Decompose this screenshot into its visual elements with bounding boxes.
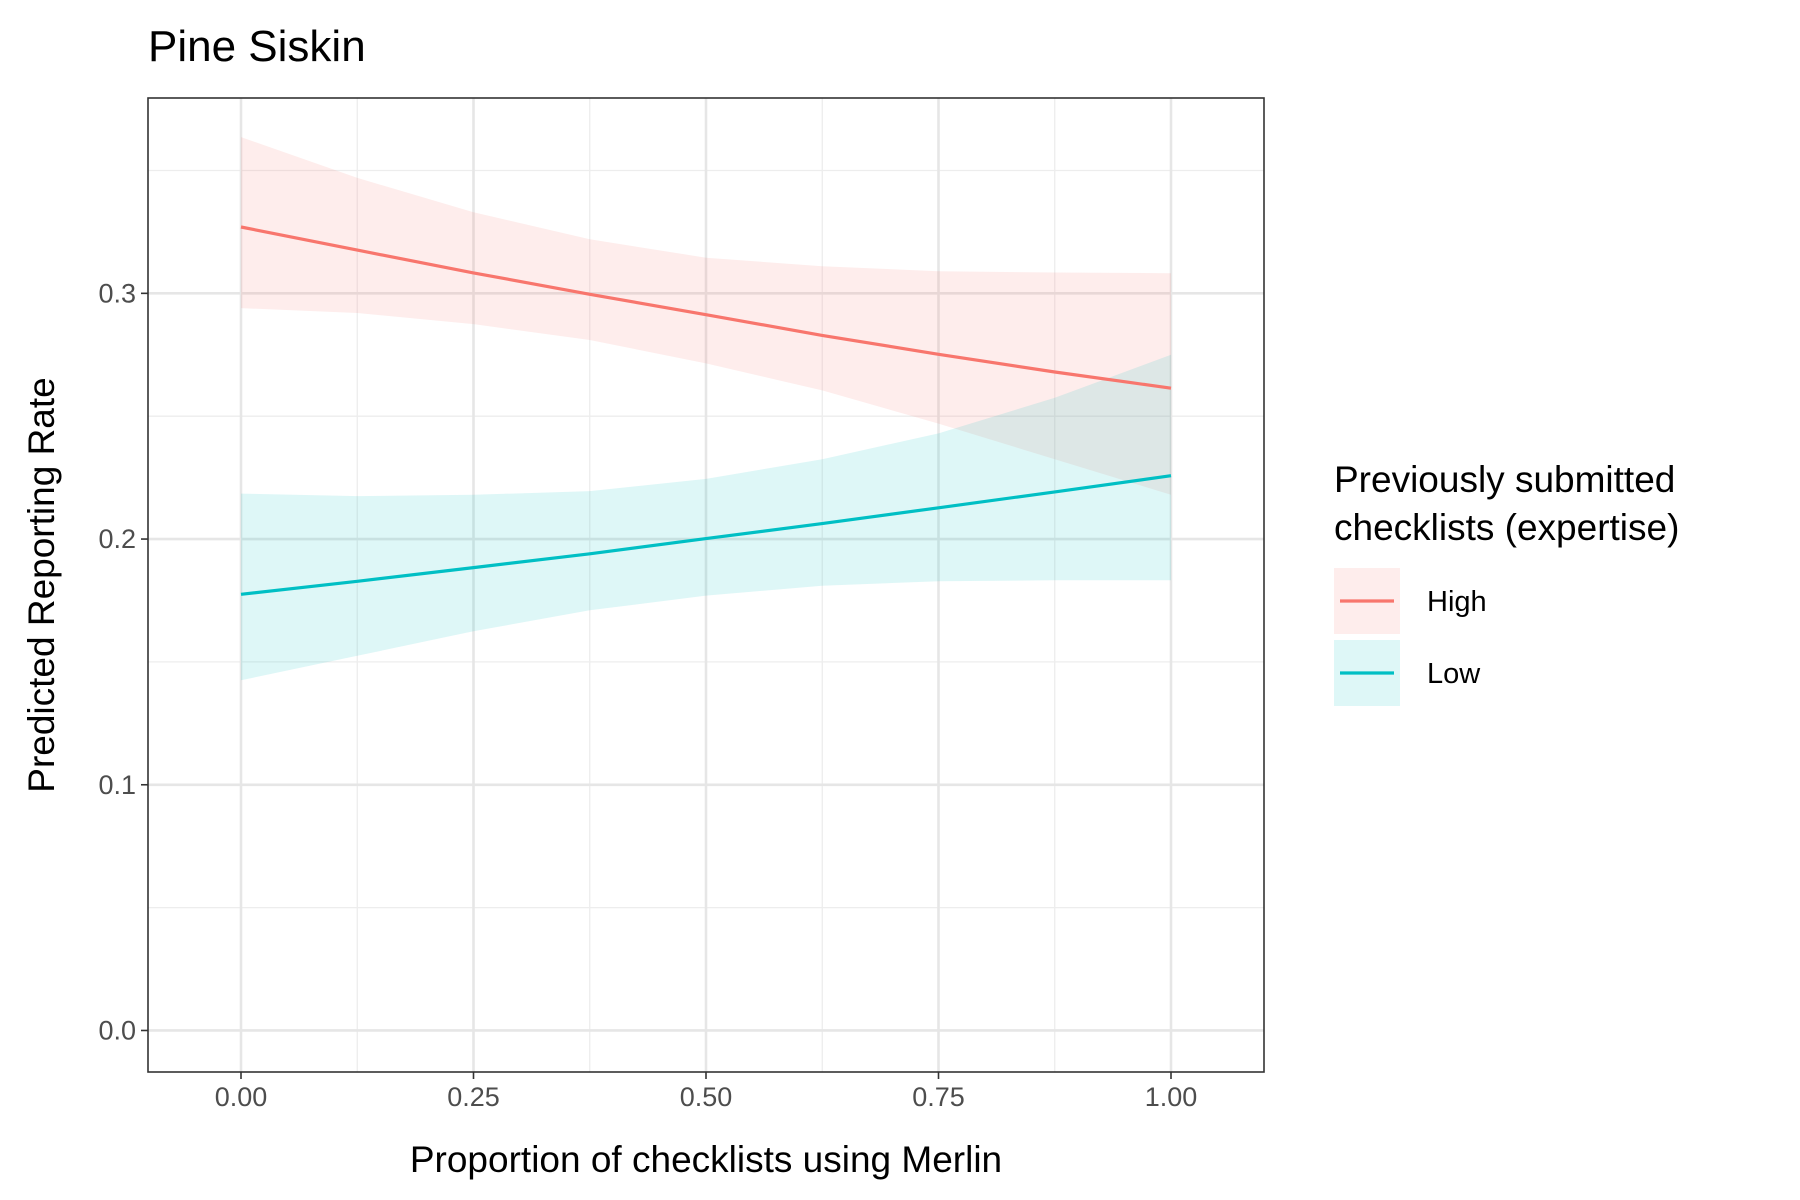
y-tick-label: 0.0 (98, 1015, 136, 1045)
y-axis-title: Predicted Reporting Rate (21, 377, 62, 792)
series-line-high (240, 225, 1172, 390)
x-tick-label: 0.75 (912, 1082, 965, 1112)
legend: Previously submitted checklists (experti… (1334, 459, 1679, 706)
legend-label-low: Low (1427, 658, 1481, 690)
ribbon-low (241, 354, 1171, 681)
chart-title: Pine Siskin (148, 22, 366, 71)
legend-title-line-1: Previously submitted (1334, 459, 1675, 500)
x-tick-label: 0.25 (447, 1082, 500, 1112)
y-axis: 0.0 0.1 0.2 0.3 (98, 278, 148, 1045)
x-tick-label: 0.50 (680, 1082, 733, 1112)
x-tick-label: 0.00 (215, 1082, 268, 1112)
y-tick-label: 0.3 (98, 278, 136, 308)
legend-keys: High Low (1334, 568, 1487, 706)
x-axis: 0.00 0.25 0.50 0.75 1.00 (215, 1072, 1198, 1112)
x-tick-label: 1.00 (1145, 1082, 1198, 1112)
legend-label-high: High (1427, 586, 1487, 618)
series-lines (240, 225, 1172, 596)
x-axis-title: Proportion of checklists using Merlin (410, 1139, 1002, 1180)
legend-title-line-2: checklists (expertise) (1334, 507, 1679, 548)
y-tick-label: 0.1 (98, 770, 136, 800)
y-tick-label: 0.2 (98, 524, 136, 554)
series-line-low (240, 474, 1172, 596)
